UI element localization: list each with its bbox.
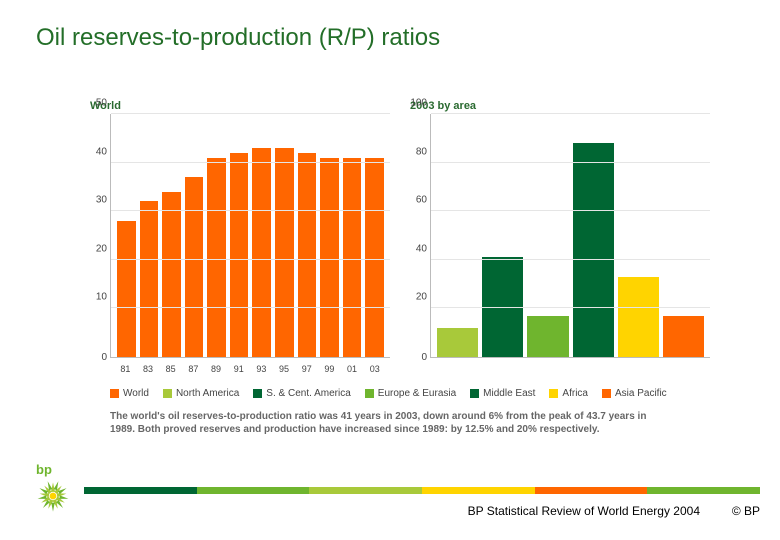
y-tick: 40 xyxy=(96,146,111,157)
legend-swatch xyxy=(163,389,172,398)
bar xyxy=(365,158,384,357)
y-tick: 60 xyxy=(416,195,431,206)
caption-line2: 1989. Both proved reserves and productio… xyxy=(110,424,599,435)
bar xyxy=(573,143,614,357)
grid-line xyxy=(431,162,710,163)
bar xyxy=(663,316,704,357)
x-label: 95 xyxy=(273,364,296,374)
legend-item: S. & Cent. America xyxy=(253,388,350,399)
legend-swatch xyxy=(253,389,262,398)
y-tick: 30 xyxy=(96,195,111,206)
chart-world-xlabels: 818385878991939597990103 xyxy=(110,364,390,374)
bar xyxy=(527,316,568,357)
legend-item: North America xyxy=(163,388,239,399)
grid-line xyxy=(431,259,710,260)
legend-item: Europe & Eurasia xyxy=(365,388,456,399)
chart-world: World 0 1020304050 818385878991939597990… xyxy=(90,100,390,380)
footer-bar-segment xyxy=(647,487,760,494)
bar xyxy=(207,158,226,357)
grid-line xyxy=(431,113,710,114)
y-tick: 50 xyxy=(96,98,111,109)
footer-source: BP Statistical Review of World Energy 20… xyxy=(468,504,700,518)
chart-area: 2003 by area 0 20406080100 xyxy=(410,100,710,380)
footer-bar-segment xyxy=(309,487,422,494)
bar xyxy=(185,177,204,357)
x-label: 91 xyxy=(227,364,250,374)
legend-label: Asia Pacific xyxy=(615,388,667,399)
bar xyxy=(117,221,136,357)
chart-world-bars xyxy=(111,114,390,357)
footer-bar-segment xyxy=(535,487,648,494)
chart-area-bars xyxy=(431,114,710,357)
charts-container: World 0 1020304050 818385878991939597990… xyxy=(90,100,710,380)
caption-line1: The world's oil reserves-to-production r… xyxy=(110,411,646,422)
legend-swatch xyxy=(470,389,479,398)
bar xyxy=(437,328,478,357)
footer-copyright: © BP xyxy=(732,504,760,518)
legend-label: Middle East xyxy=(483,388,535,399)
y-tick: 10 xyxy=(96,292,111,303)
x-label: 01 xyxy=(341,364,364,374)
grid-line xyxy=(111,259,390,260)
bar xyxy=(298,153,317,357)
page-title: Oil reserves-to-production (R/P) ratios xyxy=(36,24,440,52)
legend-swatch xyxy=(110,389,119,398)
bar xyxy=(252,148,271,357)
legend: World North America S. & Cent. America Euro… xyxy=(110,388,730,399)
bar xyxy=(140,201,159,357)
footer-bar-segment xyxy=(84,487,197,494)
footer-color-bar xyxy=(84,487,760,494)
y-tick: 100 xyxy=(410,98,431,109)
legend-item: Middle East xyxy=(470,388,535,399)
legend-label: World xyxy=(123,388,149,399)
chart-world-plot: 0 1020304050 xyxy=(110,114,390,358)
x-label: 85 xyxy=(159,364,182,374)
legend-label: North America xyxy=(176,388,239,399)
x-label: 93 xyxy=(250,364,273,374)
x-label: 97 xyxy=(295,364,318,374)
footer: bp BP Statistical Review of World Energy… xyxy=(36,470,760,518)
grid-line xyxy=(111,162,390,163)
x-label: 83 xyxy=(137,364,160,374)
footer-bar-segment xyxy=(422,487,535,494)
legend-swatch xyxy=(602,389,611,398)
x-label: 87 xyxy=(182,364,205,374)
bar xyxy=(275,148,294,357)
bp-helios-icon xyxy=(36,479,70,513)
legend-item: Africa xyxy=(549,388,588,399)
x-label: 99 xyxy=(318,364,341,374)
grid-line xyxy=(431,210,710,211)
grid-line xyxy=(111,210,390,211)
y-tick: 80 xyxy=(416,146,431,157)
axis-zero: 0 xyxy=(101,352,111,363)
legend-swatch xyxy=(365,389,374,398)
chart-area-plot: 0 20406080100 xyxy=(430,114,710,358)
legend-item: World xyxy=(110,388,149,399)
bp-logo: bp xyxy=(36,462,80,518)
axis-zero: 0 xyxy=(421,352,431,363)
grid-line xyxy=(431,307,710,308)
bar xyxy=(162,192,181,357)
legend-label: Europe & Eurasia xyxy=(378,388,456,399)
bar xyxy=(618,277,659,357)
grid-line xyxy=(111,307,390,308)
grid-line xyxy=(111,113,390,114)
caption: The world's oil reserves-to-production r… xyxy=(110,410,730,436)
bar xyxy=(343,158,362,357)
y-tick: 20 xyxy=(416,292,431,303)
x-label: 03 xyxy=(363,364,386,374)
legend-item: Asia Pacific xyxy=(602,388,667,399)
footer-bar-segment xyxy=(197,487,310,494)
y-tick: 40 xyxy=(416,243,431,254)
x-label: 89 xyxy=(205,364,228,374)
bp-logo-text: bp xyxy=(36,462,80,477)
x-label: 81 xyxy=(114,364,137,374)
bar xyxy=(230,153,249,357)
legend-label: S. & Cent. America xyxy=(266,388,350,399)
bar xyxy=(320,158,339,357)
y-tick: 20 xyxy=(96,243,111,254)
legend-label: Africa xyxy=(562,388,588,399)
legend-swatch xyxy=(549,389,558,398)
